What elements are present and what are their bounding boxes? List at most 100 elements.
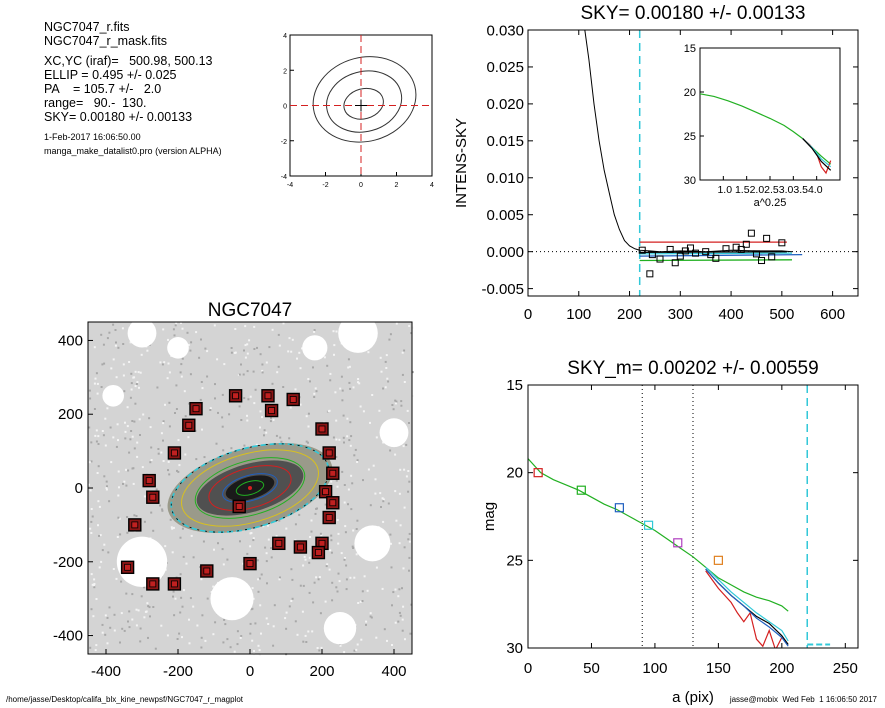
noise-speck — [102, 343, 105, 346]
noise-speck — [356, 461, 359, 463]
noise-speck — [350, 435, 353, 438]
noise-speck — [258, 649, 261, 652]
noise-speck — [272, 418, 275, 421]
noise-speck — [244, 325, 247, 328]
mag-x-tick-label: 0 — [524, 660, 532, 677]
noise-speck — [394, 453, 397, 456]
noise-speck — [238, 405, 241, 408]
noise-speck — [108, 331, 111, 334]
sky-box-inner — [246, 560, 254, 568]
noise-speck — [304, 634, 307, 637]
noise-speck — [166, 377, 169, 380]
isophote-ellipse-yellow — [181, 449, 319, 527]
noise-speck — [307, 425, 310, 428]
noise-speck — [254, 388, 257, 391]
noise-speck — [224, 623, 227, 626]
noise-speck — [341, 389, 344, 392]
inset-y-tick-label: 25 — [684, 131, 696, 143]
noise-speck — [313, 581, 316, 584]
noise-speck — [339, 643, 342, 646]
noise-speck — [410, 332, 413, 335]
info-range: range= 90.- 130. — [44, 96, 147, 110]
noise-speck — [226, 638, 229, 641]
noise-speck — [379, 356, 382, 359]
noise-speck — [334, 391, 337, 394]
noise-speck — [168, 425, 171, 428]
noise-speck — [163, 361, 166, 364]
noise-speck — [135, 515, 138, 517]
noise-speck — [258, 577, 261, 580]
noise-speck — [183, 390, 186, 393]
sky-y-tick-label: 0.030 — [486, 22, 524, 39]
noise-speck — [179, 371, 182, 374]
noise-speck — [178, 464, 181, 467]
noise-speck — [230, 351, 233, 354]
noise-speck — [387, 380, 390, 383]
noise-speck — [357, 381, 359, 384]
noise-speck — [109, 426, 112, 429]
noise-speck — [222, 449, 225, 452]
noise-speck — [360, 638, 363, 641]
noise-speck — [149, 615, 151, 618]
noise-speck — [181, 327, 184, 330]
noise-speck — [239, 636, 242, 639]
noise-speck — [324, 503, 327, 506]
sky-point — [681, 247, 689, 255]
noise-speck — [317, 578, 320, 581]
mag-y-tick-label: 20 — [506, 465, 523, 482]
noise-speck — [181, 527, 184, 530]
noise-speck — [347, 358, 350, 361]
noise-speck — [172, 526, 175, 529]
noise-speck — [125, 592, 128, 595]
sky-point — [768, 253, 776, 261]
noise-speck — [190, 534, 193, 537]
noise-speck — [408, 556, 411, 559]
noise-speck — [405, 475, 408, 478]
image-x-tick-label: 200 — [309, 663, 334, 680]
noise-speck — [403, 381, 406, 383]
contour-y-tick-label: -4 — [281, 174, 287, 181]
noise-speck — [290, 568, 293, 571]
noise-speck — [252, 537, 255, 540]
noise-speck — [98, 505, 101, 508]
noise-speck — [271, 382, 274, 385]
noise-speck — [391, 644, 393, 646]
noise-speck — [152, 529, 155, 532]
noise-speck — [175, 408, 178, 410]
noise-speck — [209, 407, 212, 410]
sky-box-inner — [149, 580, 157, 588]
noise-speck — [112, 358, 115, 361]
sky-y-tick-label: 0.015 — [486, 133, 524, 150]
noise-speck — [341, 399, 344, 402]
noise-speck — [93, 346, 96, 349]
noise-speck — [137, 371, 140, 374]
image-y-tick-label: 0 — [75, 480, 83, 497]
noise-speck — [259, 604, 262, 607]
noise-speck — [221, 416, 224, 419]
noise-speck — [308, 561, 311, 564]
noise-speck — [95, 598, 98, 600]
noise-speck — [223, 618, 226, 621]
noise-speck — [343, 501, 346, 504]
noise-speck — [126, 516, 129, 518]
noise-speck — [381, 587, 384, 590]
contour-y-tick-label: 4 — [283, 33, 287, 40]
sky-x-tick-label: 300 — [668, 306, 693, 323]
noise-speck — [106, 337, 109, 340]
noise-speck — [133, 447, 136, 450]
noise-speck — [349, 387, 352, 390]
noise-speck — [122, 363, 125, 366]
sky-box-inner — [325, 514, 333, 521]
sky-box-inner — [170, 449, 178, 457]
noise-speck — [354, 448, 357, 451]
noise-speck — [174, 412, 176, 414]
noise-speck — [284, 617, 287, 620]
noise-speck — [358, 382, 361, 385]
noise-speck — [299, 367, 302, 370]
noise-speck — [399, 524, 402, 527]
noise-speck — [272, 644, 275, 647]
noise-speck — [239, 540, 241, 543]
noise-speck — [379, 492, 382, 495]
noise-speck — [383, 628, 386, 631]
noise-speck — [202, 540, 205, 543]
